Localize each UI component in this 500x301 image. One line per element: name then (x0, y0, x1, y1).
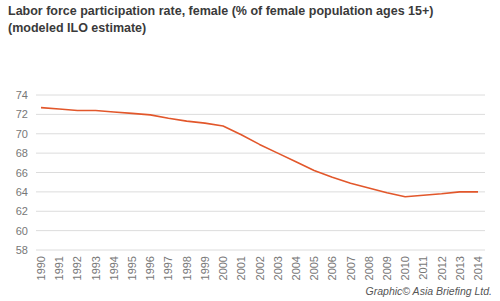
x-tick-label: 1993 (90, 256, 102, 280)
x-tick-label: 1996 (144, 256, 156, 280)
x-tick-label: 2006 (326, 256, 338, 280)
grid-line (36, 211, 485, 212)
grid-line (36, 153, 485, 154)
x-tick-label: 2004 (290, 256, 302, 280)
x-tick-label: 1991 (53, 256, 65, 280)
y-tick-label: 66 (16, 167, 28, 179)
x-tick-label: 1997 (162, 256, 174, 280)
x-tick-label: 2002 (254, 256, 266, 280)
chart: Labor force participation rate, female (… (0, 0, 500, 301)
y-tick-label: 60 (16, 225, 28, 237)
data-line (41, 108, 478, 197)
x-tick-label: 2010 (399, 256, 411, 280)
grid-line (36, 133, 485, 134)
y-tick-label: 74 (16, 89, 28, 101)
y-tick-label: 72 (16, 108, 28, 120)
grid-line (36, 250, 485, 251)
x-tick-label: 2011 (417, 256, 429, 280)
y-tick-label: 68 (16, 147, 28, 159)
subtitle: (modeled ILO estimate) (8, 21, 146, 35)
x-tick-label: 2001 (235, 256, 247, 280)
credit: Graphic© Asia Briefing Ltd. (366, 285, 492, 297)
y-tick-label: 64 (16, 186, 28, 198)
grid-line (36, 230, 485, 231)
x-tick-label: 1998 (181, 256, 193, 280)
x-tick-label: 2008 (363, 256, 375, 280)
x-tick-label: 2012 (436, 256, 448, 280)
y-tick-label: 70 (16, 128, 28, 140)
y-tick-label: 62 (16, 205, 28, 217)
x-tick-label: 1999 (199, 256, 211, 280)
x-tick-label: 1995 (126, 256, 138, 280)
grid-line (36, 172, 485, 173)
x-tick-label: 1994 (108, 256, 120, 280)
x-tick-label: 2003 (272, 256, 284, 280)
grid-line (36, 95, 485, 96)
y-tick-label: 58 (16, 244, 28, 256)
x-tick-label: 2000 (217, 256, 229, 280)
x-tick-label: 2013 (454, 256, 466, 280)
x-tick-label: 2009 (381, 256, 393, 280)
plot-area (41, 108, 478, 197)
x-tick-label: 2005 (308, 256, 320, 280)
grid-line (36, 191, 485, 192)
title: Labor force participation rate, female (… (8, 4, 433, 18)
x-tick-label: 1992 (71, 256, 83, 280)
grid-line (36, 114, 485, 115)
x-tick-label: 2014 (472, 256, 484, 280)
x-tick-label: 2007 (345, 256, 357, 280)
x-tick-label: 1990 (35, 256, 47, 280)
